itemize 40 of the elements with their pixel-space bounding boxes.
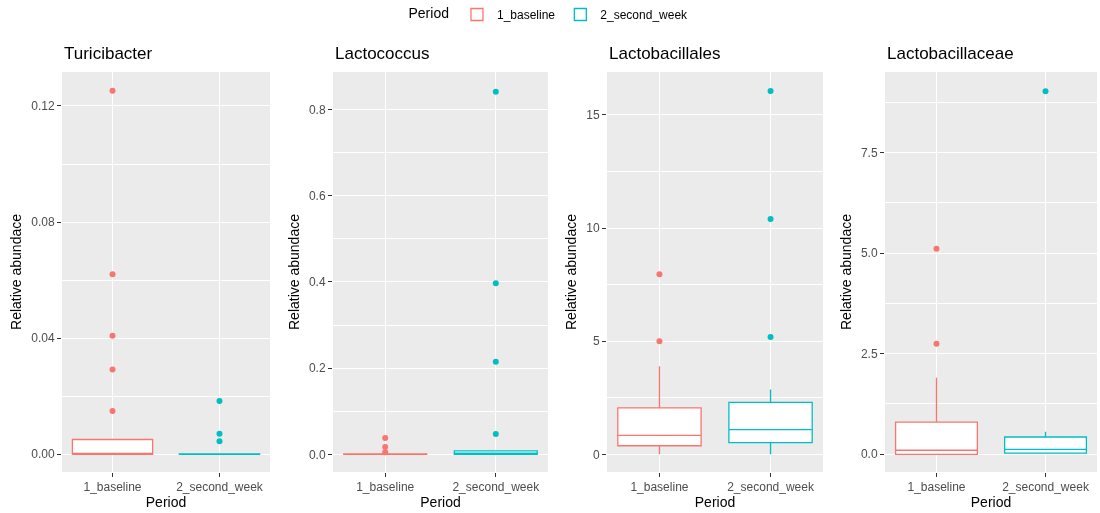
y-axis-title: Relative abundace xyxy=(837,213,854,330)
chart-title: Lactobacillales xyxy=(609,44,721,63)
x-axis-title: Period xyxy=(145,494,187,511)
chart-title: Lactobacillaceae xyxy=(887,44,1014,63)
y-tick-label: 0.08 xyxy=(31,215,55,230)
chart-title: Turicibacter xyxy=(64,44,153,63)
y-tick-label: 0.00 xyxy=(31,447,55,462)
y-tick-label: 0.6 xyxy=(308,188,326,203)
y-tick-label: 5 xyxy=(592,334,600,349)
x-tick-label: 1_baseline xyxy=(630,480,689,495)
y-tick-label: 0.8 xyxy=(308,102,326,117)
legend-label: 2_second_week xyxy=(600,8,689,23)
y-tick-label: 15 xyxy=(586,108,600,123)
y-tick-label: 0.04 xyxy=(31,331,55,346)
y-tick-label: 10 xyxy=(586,221,600,236)
chart-title: Lactococcus xyxy=(335,44,430,63)
x-axis-title: Period xyxy=(970,494,1012,511)
x-axis-title: Period xyxy=(694,494,736,511)
y-axis-title: Relative abundace xyxy=(7,213,24,330)
y-tick-label: 0 xyxy=(592,447,600,462)
x-tick-label: 2_second_week xyxy=(1002,480,1090,495)
y-tick-label: 0.2 xyxy=(308,361,326,376)
x-tick-label: 2_second_week xyxy=(176,480,264,495)
legend-title: Period xyxy=(408,5,449,22)
x-tick-label: 1_baseline xyxy=(356,480,415,495)
x-axis-title: Period xyxy=(420,494,461,511)
y-tick-label: 7.5 xyxy=(860,145,878,160)
y-axis-title: Relative abundace xyxy=(285,213,302,330)
x-tick-label: 2_second_week xyxy=(452,480,541,495)
y-tick-label: 0.0 xyxy=(308,447,326,462)
x-tick-label: 1_baseline xyxy=(83,480,142,495)
y-tick-label: 0.0 xyxy=(860,447,878,462)
y-tick-label: 2.5 xyxy=(860,346,878,361)
x-tick-label: 1_baseline xyxy=(907,480,966,495)
y-tick-label: 0.12 xyxy=(31,99,55,114)
y-axis-title: Relative abundace xyxy=(562,213,579,330)
x-tick-label: 2_second_week xyxy=(727,480,815,495)
y-tick-label: 5.0 xyxy=(860,246,878,261)
y-tick-label: 0.4 xyxy=(308,275,326,290)
legend-label: 1_baseline xyxy=(496,8,556,23)
